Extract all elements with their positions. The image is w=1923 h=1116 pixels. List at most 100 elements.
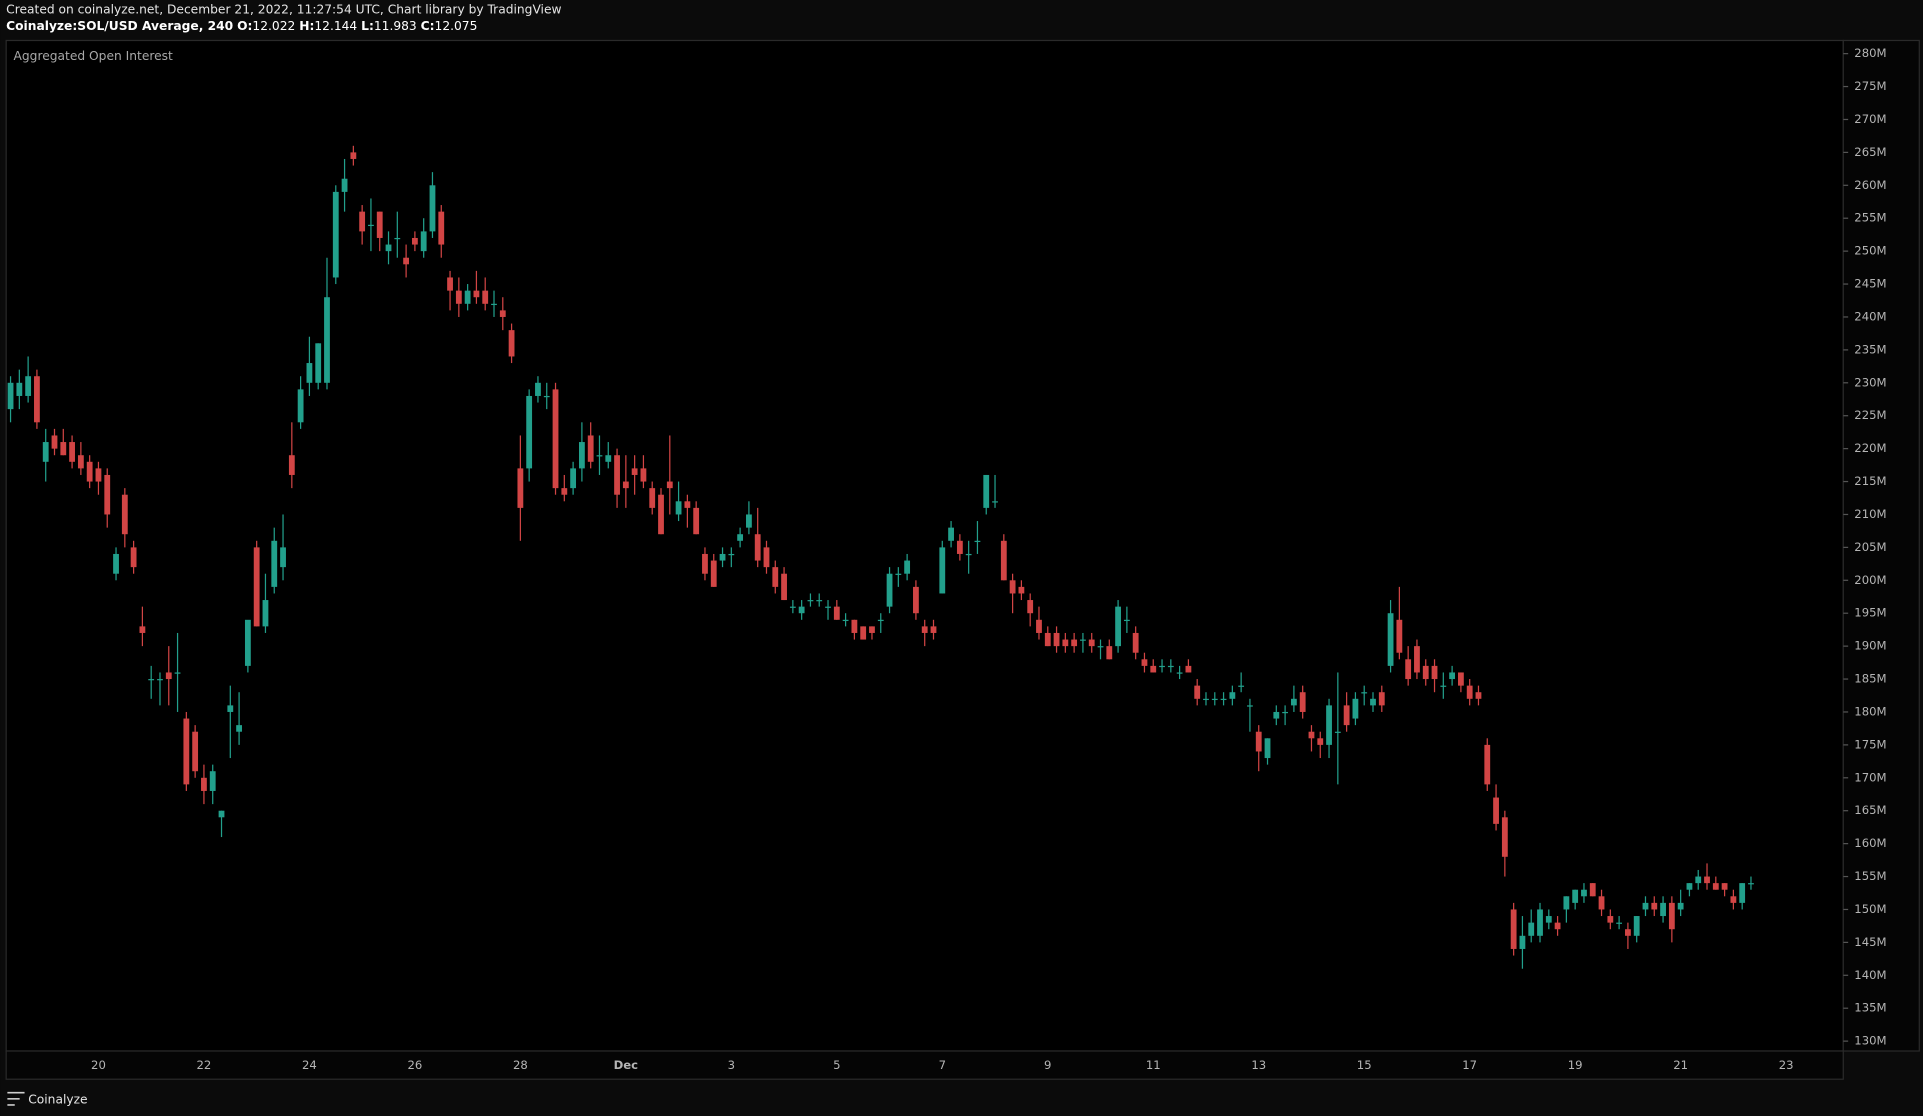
candle-body — [420, 231, 427, 252]
candle-body — [77, 455, 84, 469]
candle-body — [1695, 876, 1702, 884]
candle-body — [332, 191, 339, 278]
candle-body — [1334, 731, 1341, 733]
candle-body — [877, 619, 884, 622]
candle-body — [1616, 922, 1623, 924]
candle-body — [359, 211, 366, 232]
candle-body — [1563, 896, 1570, 910]
candle-body — [543, 395, 550, 398]
candle-body — [227, 705, 234, 712]
candle-body — [95, 468, 102, 482]
y-tick-label: 225M — [1854, 408, 1886, 422]
y-tick-label: 280M — [1854, 46, 1886, 60]
candle-body — [702, 553, 708, 574]
y-tick-label: 185M — [1854, 672, 1886, 686]
candle-body — [1290, 698, 1297, 706]
candle-body — [1308, 731, 1315, 739]
candle-body — [535, 382, 541, 396]
x-tick-label: Dec — [614, 1058, 639, 1072]
candle-body — [157, 679, 163, 681]
candle-body — [1422, 665, 1429, 680]
candle-body — [403, 257, 410, 265]
ohlc-label: C: — [421, 18, 435, 32]
brand-logo — [7, 1091, 25, 1106]
candle-body — [1748, 883, 1754, 885]
created-note: Created on coinalyze.net, December 21, 2… — [6, 2, 561, 16]
candle-body — [192, 731, 199, 772]
candle-body — [517, 468, 524, 508]
candle-body — [473, 290, 480, 298]
candle-body — [1229, 692, 1236, 699]
candle-body — [1501, 817, 1508, 857]
candle-body — [508, 330, 515, 357]
candle-body — [482, 290, 489, 304]
candle-body — [842, 619, 849, 622]
candle-body — [1088, 639, 1095, 647]
candle-body — [1194, 685, 1201, 699]
candle-body — [825, 606, 831, 608]
candle-body — [1352, 698, 1359, 719]
y-tick-label: 230M — [1854, 375, 1886, 389]
candle-body — [798, 606, 805, 614]
candle-body — [1027, 600, 1034, 614]
candle-body — [491, 303, 497, 306]
candle-body — [341, 178, 348, 192]
symbol: Coinalyze:SOL/USD Average, 240 — [6, 18, 233, 32]
candle-body — [693, 507, 700, 535]
x-tick-label: 19 — [1568, 1058, 1583, 1072]
y-tick-label: 150M — [1854, 902, 1886, 916]
candle-body — [324, 297, 330, 383]
candle-body — [570, 468, 577, 489]
candle-body — [974, 540, 981, 543]
ohlc-value: 12.022 — [252, 18, 295, 32]
candle-body — [368, 224, 374, 227]
candle-body — [807, 600, 814, 602]
candle-body — [183, 718, 190, 785]
candle-body — [429, 185, 436, 232]
y-tick-label: 145M — [1854, 935, 1886, 949]
y-tick-label: 135M — [1854, 1001, 1886, 1015]
y-tick-label: 155M — [1854, 869, 1886, 883]
candle-body — [1097, 646, 1104, 648]
y-tick-label: 245M — [1854, 277, 1886, 291]
candle-body — [1141, 659, 1148, 666]
brand[interactable]: Coinalyze — [28, 1093, 87, 1107]
candle-body — [781, 573, 787, 601]
candle-body — [69, 442, 75, 462]
x-tick-label: 17 — [1462, 1058, 1477, 1072]
candle-body — [587, 435, 594, 462]
candle-body — [1370, 698, 1376, 706]
candle-body — [1299, 692, 1306, 712]
y-tick-label: 260M — [1854, 178, 1886, 192]
candle-body — [1677, 902, 1684, 910]
candle-body — [113, 553, 119, 574]
candle-body — [1080, 639, 1086, 641]
candle-body — [306, 363, 313, 383]
y-tick-label: 160M — [1854, 836, 1886, 850]
candle-body — [746, 514, 752, 528]
candle-body — [658, 494, 664, 535]
y-tick-label: 170M — [1854, 770, 1886, 784]
candle-body — [983, 474, 990, 508]
x-tick-label: 3 — [728, 1058, 735, 1072]
ohlc-value: 12.075 — [435, 18, 478, 32]
candle-body — [1484, 744, 1491, 785]
x-tick-label: 26 — [407, 1058, 422, 1072]
x-tick-label: 7 — [939, 1058, 946, 1072]
chart-title: Aggregated Open Interest — [14, 49, 174, 63]
price-axis — [1842, 39, 1920, 1052]
candle-body — [930, 626, 937, 633]
x-tick-label: 5 — [833, 1058, 840, 1072]
candle-body — [1036, 619, 1042, 633]
y-tick-label: 215M — [1854, 474, 1886, 488]
candle-body — [1440, 685, 1447, 687]
candle-body — [596, 455, 603, 457]
candle-body — [1176, 672, 1183, 674]
y-tick-label: 265M — [1854, 145, 1886, 159]
candle-body — [315, 343, 322, 383]
candle-body — [605, 455, 612, 462]
candle-body — [1018, 586, 1025, 594]
symbol-line: Coinalyze:SOL/USD Average, 240 O:12.022 … — [6, 18, 477, 32]
candle-body — [1739, 883, 1746, 903]
